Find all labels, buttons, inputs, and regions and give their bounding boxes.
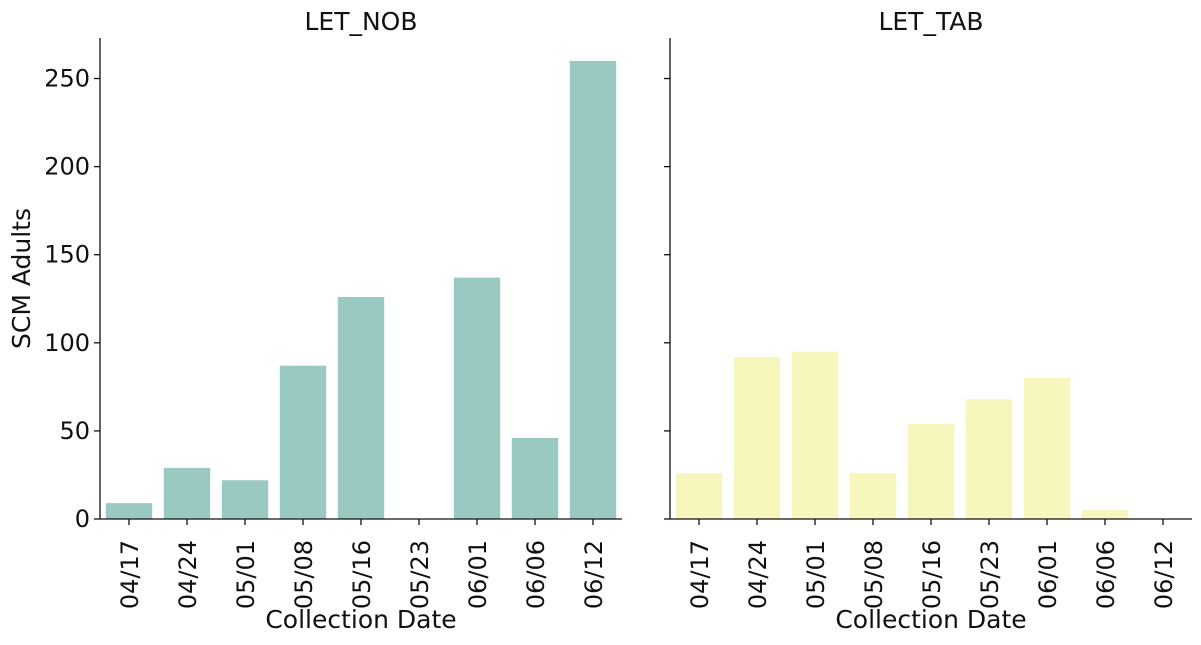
- x-axis-label: Collection Date: [265, 605, 456, 634]
- x-axis-label: Collection Date: [835, 605, 1026, 634]
- bar-let-tab-6: [1023, 378, 1071, 519]
- x-tick-label: 06/06: [522, 540, 550, 609]
- x-tick-label: 04/17: [116, 540, 144, 609]
- y-tick-label: 150: [44, 241, 90, 269]
- y-tick-label: 0: [75, 505, 90, 533]
- bar-let-nob-6: [453, 277, 501, 519]
- x-tick-label: 05/16: [918, 540, 946, 609]
- bar-let-nob-3: [279, 365, 327, 519]
- x-tick-label: 06/01: [464, 540, 492, 609]
- x-tick-label: 05/08: [860, 540, 888, 609]
- x-tick-label: 05/08: [290, 540, 318, 609]
- x-tick-label: 05/23: [406, 540, 434, 609]
- x-tick-label: 05/01: [802, 540, 830, 609]
- bar-let-nob-2: [221, 480, 269, 519]
- y-tick-label: 200: [44, 153, 90, 181]
- x-tick-label: 06/06: [1092, 540, 1120, 609]
- panel-title: LET_NOB: [304, 7, 417, 36]
- x-tick-label: 04/24: [174, 540, 202, 609]
- x-tick-label: 05/01: [232, 540, 260, 609]
- bar-let-tab-4: [907, 423, 955, 519]
- x-tick-label: 05/16: [348, 540, 376, 609]
- bar-let-nob-8: [569, 60, 617, 520]
- x-tick-label: 04/17: [686, 540, 714, 609]
- x-tick-label: 04/24: [744, 540, 772, 609]
- bar-let-tab-7: [1081, 510, 1129, 519]
- y-tick-label: 250: [44, 65, 90, 93]
- bar-let-nob-7: [511, 437, 559, 519]
- bar-let-tab-1: [733, 356, 781, 519]
- bar-let-nob-4: [337, 297, 385, 519]
- bar-let-nob-0: [105, 503, 153, 519]
- bar-let-tab-2: [791, 351, 839, 519]
- x-tick-label: 06/01: [1034, 540, 1062, 609]
- x-tick-label: 05/23: [976, 540, 1004, 609]
- bar-let-tab-5: [965, 399, 1013, 519]
- y-tick-label: 100: [44, 329, 90, 357]
- bar-let-nob-1: [163, 467, 211, 519]
- panel-title: LET_TAB: [878, 7, 983, 36]
- y-axis-label: SCM Adults: [7, 208, 36, 349]
- bar-let-tab-3: [849, 473, 897, 519]
- x-tick-label: 06/12: [580, 540, 608, 609]
- bar-let-tab-0: [675, 473, 723, 519]
- x-tick-label: 06/12: [1150, 540, 1178, 609]
- y-tick-label: 50: [59, 417, 90, 445]
